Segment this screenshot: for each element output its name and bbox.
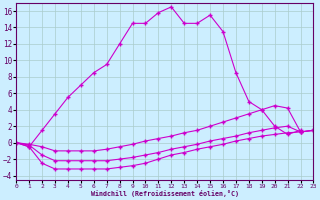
X-axis label: Windchill (Refroidissement éolien,°C): Windchill (Refroidissement éolien,°C) xyxy=(91,190,239,197)
